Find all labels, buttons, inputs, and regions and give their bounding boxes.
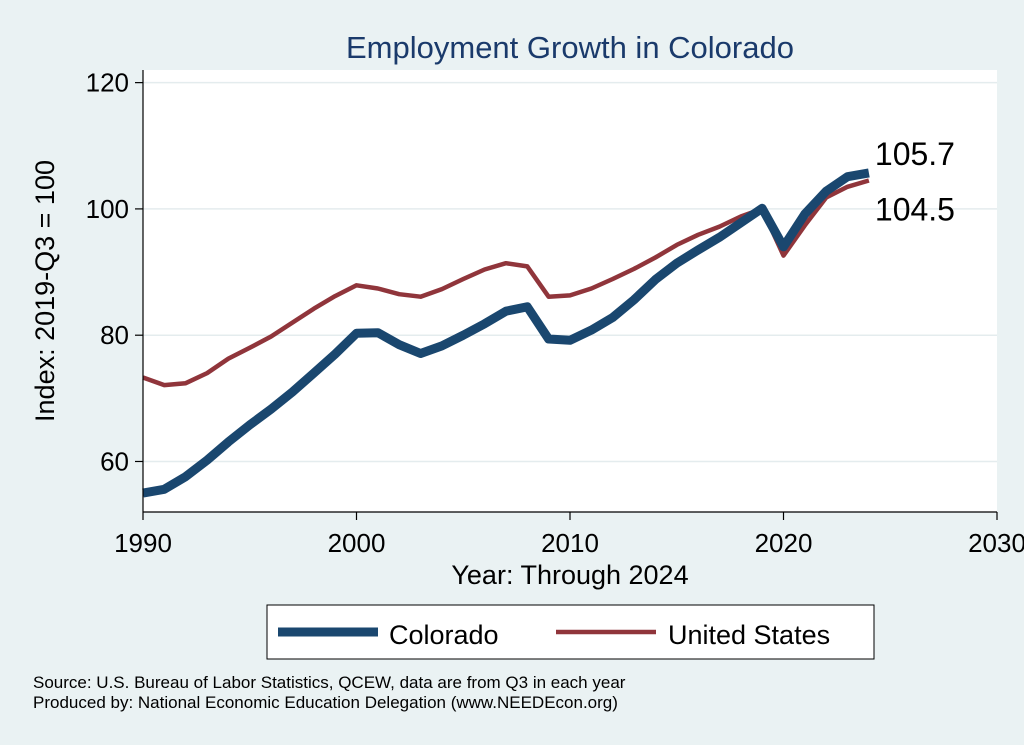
x-tick-label-1990: 1990 [114,528,172,558]
y-tick-label-80: 80 [100,320,129,350]
grid [143,81,997,463]
end-label-united-states: 104.5 [875,192,955,228]
y-tick-label-100: 100 [86,194,129,224]
legend: Colorado United States [266,604,875,660]
legend-label-colorado: Colorado [389,620,499,650]
y-tick-label-60: 60 [100,446,129,476]
x-tick-label-2000: 2000 [328,528,386,558]
series-line-colorado [142,168,870,498]
x-tick-label-2010: 2010 [541,528,599,558]
chart-title: Employment Growth in Colorado [346,30,794,65]
plot-background [143,70,997,512]
y-axis-title: Index: 2019-Q3 = 100 [30,160,60,422]
legend-label-united-states: United States [668,620,830,650]
source-note: Source: U.S. Bureau of Labor Statistics,… [33,673,626,692]
end-label-colorado: 105.7 [875,136,955,172]
producer-note: Produced by: National Economic Education… [33,693,618,712]
y-tick-label-120: 120 [86,68,129,98]
x-tick-label-2030: 2030 [968,528,1024,558]
end-labels: 105.7 104.5 [875,136,955,228]
ticks: 60 80 100 120 1990 2000 2010 2020 2030 [86,68,1024,558]
x-tick-label-2020: 2020 [755,528,813,558]
x-axis-title: Year: Through 2024 [451,560,688,590]
series-layer [142,168,870,498]
plot-area [142,70,997,513]
